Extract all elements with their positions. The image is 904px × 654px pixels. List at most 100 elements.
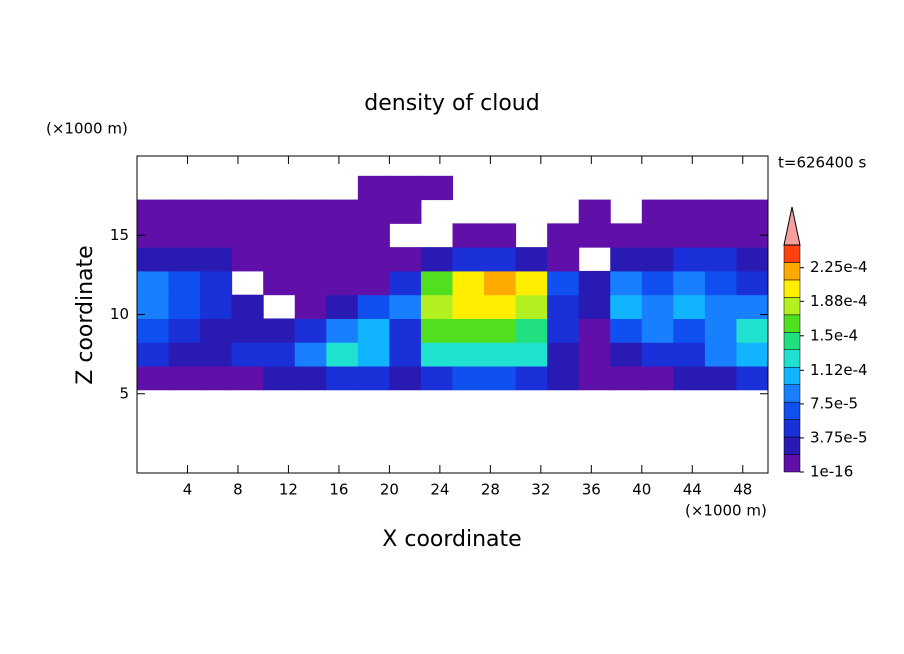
cell — [641, 342, 674, 367]
colorbar-band — [783, 244, 801, 263]
field — [137, 175, 769, 391]
cell — [137, 342, 170, 367]
cell — [484, 342, 517, 367]
cell — [610, 270, 643, 296]
cell — [231, 223, 264, 248]
colorbar-tick-label: 1.5e-4 — [810, 326, 858, 344]
cell — [547, 366, 580, 391]
x-axis-title: X coordinate — [382, 527, 521, 552]
cell — [578, 270, 611, 296]
x-unit: (×1000 m) — [685, 502, 767, 520]
cell — [484, 223, 517, 248]
cell — [547, 247, 580, 272]
cell — [420, 294, 453, 319]
cell — [420, 342, 453, 367]
chart-title: density of cloud — [364, 91, 539, 116]
cell — [420, 270, 453, 296]
cell — [736, 270, 769, 296]
cell — [610, 342, 643, 367]
cell — [326, 199, 359, 224]
cell — [736, 247, 769, 272]
cell — [452, 223, 485, 248]
cell — [484, 366, 517, 391]
colorbar-tick-label: 1.12e-4 — [810, 361, 868, 379]
cell — [515, 270, 548, 296]
cell — [200, 294, 233, 319]
cell — [452, 366, 485, 391]
cell — [673, 223, 706, 248]
annotation: t=626400 s — [778, 154, 866, 172]
colorbar-band — [783, 384, 801, 403]
cell — [578, 342, 611, 367]
cell — [357, 247, 390, 272]
x-tick-label: 20 — [380, 481, 399, 499]
cell — [641, 270, 674, 296]
cell — [673, 247, 706, 272]
cell — [357, 175, 390, 201]
cell — [137, 294, 170, 319]
x-tick-label: 24 — [430, 481, 449, 499]
cell — [294, 366, 327, 391]
cell — [641, 223, 674, 248]
colorbar-tick-label: 3.75e-5 — [810, 428, 868, 446]
cell — [263, 366, 296, 391]
cell — [231, 318, 264, 343]
cell — [389, 199, 422, 224]
colorbar-band — [783, 262, 801, 281]
cell — [168, 342, 201, 367]
cell — [547, 318, 580, 343]
x-tick-label: 8 — [233, 481, 243, 499]
colorbar-band — [783, 436, 801, 455]
cell — [357, 223, 390, 248]
cell — [263, 318, 296, 343]
colorbar-tick-label: 1.88e-4 — [810, 292, 868, 310]
cell — [610, 223, 643, 248]
cell — [515, 247, 548, 272]
cell — [263, 247, 296, 272]
cell — [263, 270, 296, 296]
cell — [326, 366, 359, 391]
cell — [641, 247, 674, 272]
cell — [704, 366, 737, 391]
cell — [578, 366, 611, 391]
cell — [578, 294, 611, 319]
cell — [420, 247, 453, 272]
cell — [168, 223, 201, 248]
cell — [389, 270, 422, 296]
cell — [484, 318, 517, 343]
cell — [420, 175, 453, 201]
cell — [294, 270, 327, 296]
cell — [641, 294, 674, 319]
cell — [704, 199, 737, 224]
cell — [515, 294, 548, 319]
cell — [389, 175, 422, 201]
cell — [736, 366, 769, 391]
colorbar-tick-label: 2.25e-4 — [810, 258, 868, 276]
y-tick-label: 5 — [119, 384, 129, 402]
cell — [452, 318, 485, 343]
cell — [704, 223, 737, 248]
cell — [357, 270, 390, 296]
cell — [641, 199, 674, 224]
cell — [452, 270, 485, 296]
cell — [673, 270, 706, 296]
colorbar-extension — [783, 206, 801, 246]
x-tick-label: 48 — [733, 481, 752, 499]
cell — [704, 270, 737, 296]
cell — [137, 318, 170, 343]
cell — [200, 199, 233, 224]
cell — [736, 342, 769, 367]
cell — [168, 294, 201, 319]
cell — [578, 199, 611, 224]
cell — [326, 294, 359, 319]
colorbar-band — [783, 297, 801, 316]
colorbar-band — [783, 454, 801, 473]
cell — [326, 223, 359, 248]
x-tick-label: 44 — [683, 481, 702, 499]
cell — [389, 318, 422, 343]
cell — [200, 318, 233, 343]
colorbar-band — [783, 349, 801, 368]
cell — [389, 247, 422, 272]
cell — [168, 270, 201, 296]
